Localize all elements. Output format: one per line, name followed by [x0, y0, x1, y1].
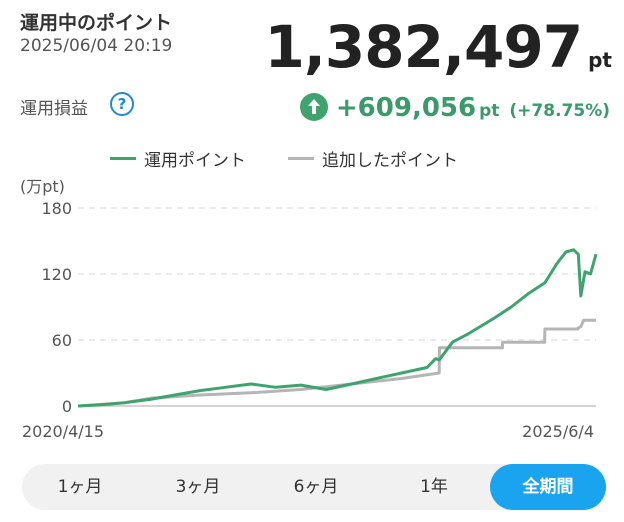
- tab-all-period[interactable]: 全期間: [490, 464, 606, 510]
- y-tick-label-0: 0: [62, 397, 72, 416]
- question-circle-icon[interactable]: ?: [110, 92, 134, 116]
- profit-summary: +609,056 pt (+78.75%): [299, 88, 610, 123]
- line-chart: 0 60 120 180: [41, 199, 598, 416]
- profit-percent: (+78.75%): [509, 101, 610, 121]
- tab-1-month[interactable]: 1ヶ月: [57, 477, 103, 497]
- y-tick-label-120: 120: [41, 265, 72, 284]
- profit-unit: pt: [479, 101, 500, 121]
- tab-6-months[interactable]: 6ヶ月: [293, 477, 339, 497]
- arrow-up-circle-icon: [299, 93, 328, 121]
- chart-legend: 運用ポイント 追加したポイント: [110, 146, 500, 171]
- total-points-unit: pt: [588, 48, 612, 72]
- legend-item-added: 追加したポイント: [288, 146, 458, 171]
- points-title: 運用中のポイント: [20, 12, 173, 34]
- profit-label: 運用損益: [20, 99, 88, 119]
- period-tab-bar: 1ヶ月 3ヶ月 6ヶ月 1年 全期間: [22, 464, 606, 510]
- total-points-value: 1,382,497: [264, 13, 584, 81]
- legend-label-added: 追加したポイント: [322, 151, 458, 171]
- x-axis-start-label: 2020/4/15: [22, 422, 105, 441]
- legend-item-invested: 運用ポイント: [110, 146, 246, 171]
- series-line-invested-points: [77, 248, 598, 408]
- legend-swatch-added: [288, 157, 314, 160]
- tab-1-year[interactable]: 1年: [420, 477, 448, 497]
- profit-value: +609,056: [335, 93, 477, 123]
- chart-unit-label: (万pt): [20, 177, 65, 196]
- tab-3-months[interactable]: 3ヶ月: [175, 477, 221, 497]
- series-line-added-points: [77, 318, 596, 408]
- y-tick-label-180: 180: [41, 199, 72, 218]
- y-tick-label-60: 60: [52, 331, 72, 350]
- total-points: 1,382,497 pt: [265, 12, 612, 82]
- update-datetime: 2025/06/04 20:19: [20, 36, 173, 56]
- x-axis-end-label: 2025/6/4: [522, 422, 594, 441]
- legend-swatch-invested: [110, 157, 136, 160]
- legend-label-invested: 運用ポイント: [144, 151, 246, 171]
